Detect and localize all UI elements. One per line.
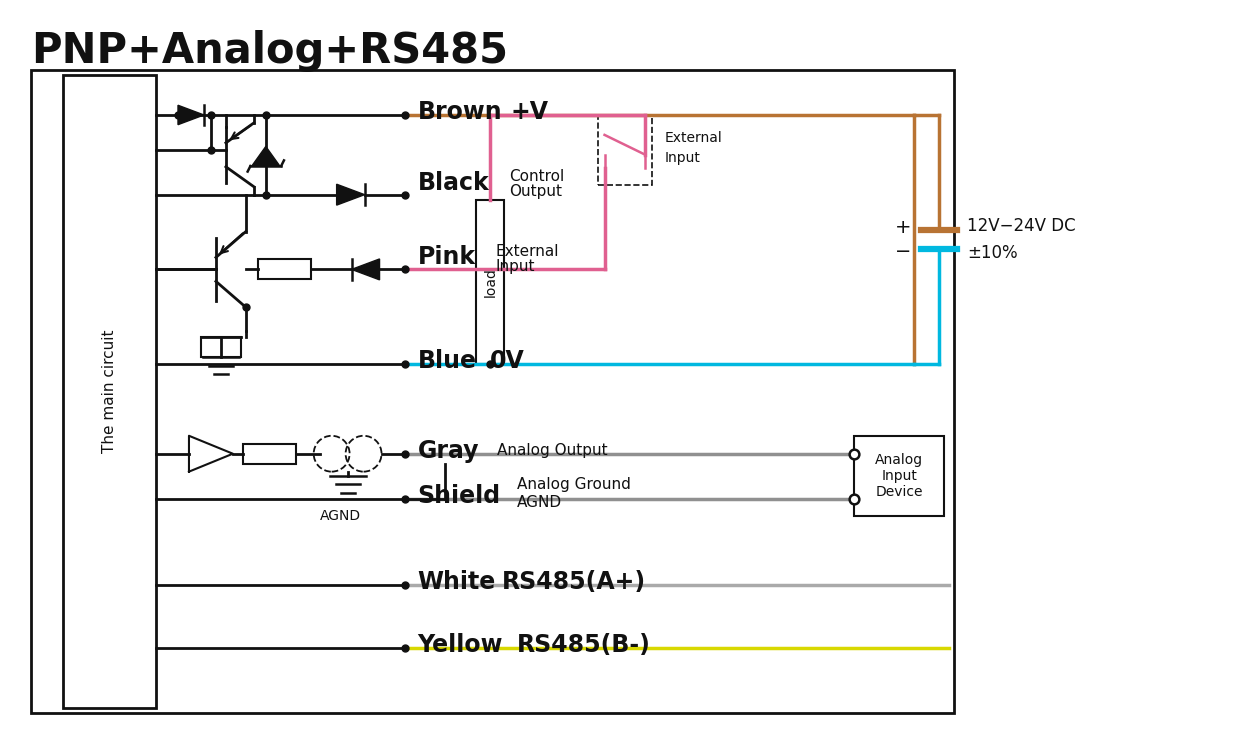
Text: AGND: AGND xyxy=(320,508,361,523)
Polygon shape xyxy=(336,184,365,205)
Text: +: + xyxy=(895,218,911,237)
Text: +V: +V xyxy=(510,100,548,124)
Bar xyxy=(598,115,652,185)
Bar xyxy=(854,436,944,516)
Text: load: load xyxy=(483,267,497,297)
Text: White: White xyxy=(417,570,496,594)
Text: Pink: Pink xyxy=(417,246,476,269)
Text: Analog
Input
Device: Analog Input Device xyxy=(875,453,924,499)
Text: PNP+Analog+RS485: PNP+Analog+RS485 xyxy=(31,30,508,72)
Bar xyxy=(477,200,504,364)
Bar xyxy=(243,444,296,464)
Text: Input: Input xyxy=(665,151,700,165)
Text: Blue: Blue xyxy=(417,349,477,373)
Text: Brown: Brown xyxy=(417,100,502,124)
Text: External: External xyxy=(496,244,559,259)
Text: Input: Input xyxy=(496,259,535,274)
Text: Control: Control xyxy=(509,169,564,184)
Polygon shape xyxy=(251,146,280,166)
Text: ±10%: ±10% xyxy=(967,244,1018,262)
Text: −: − xyxy=(895,242,911,261)
Text: Output: Output xyxy=(509,184,563,199)
Text: AGND: AGND xyxy=(517,495,563,510)
Bar xyxy=(200,337,240,357)
Text: The main circuit: The main circuit xyxy=(102,329,117,453)
Text: RS485(A+): RS485(A+) xyxy=(502,570,646,594)
Bar xyxy=(31,70,954,713)
Text: Analog Output: Analog Output xyxy=(497,443,608,458)
Text: Analog Ground: Analog Ground xyxy=(517,477,631,492)
Text: 12V−24V DC: 12V−24V DC xyxy=(967,216,1076,234)
Bar xyxy=(258,259,311,280)
Text: Shield: Shield xyxy=(417,483,500,507)
Text: External: External xyxy=(665,131,722,145)
Polygon shape xyxy=(351,259,380,280)
Text: 0V: 0V xyxy=(491,349,525,373)
Text: Black: Black xyxy=(417,170,489,195)
Text: Gray: Gray xyxy=(417,439,479,463)
Text: Yellow: Yellow xyxy=(417,633,503,657)
Polygon shape xyxy=(178,106,204,124)
Text: RS485(B-): RS485(B-) xyxy=(517,633,651,657)
Bar xyxy=(63,75,156,708)
